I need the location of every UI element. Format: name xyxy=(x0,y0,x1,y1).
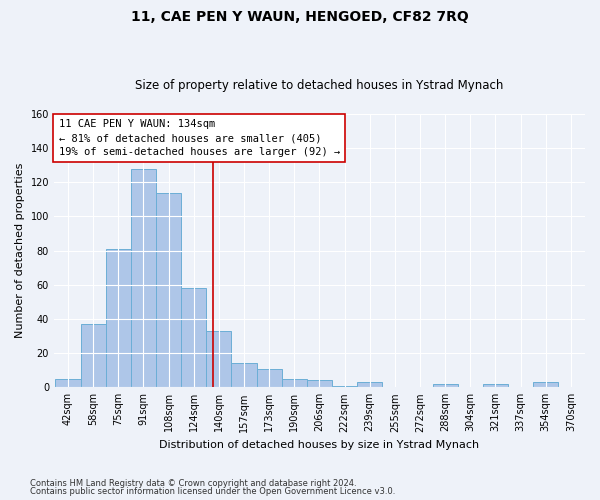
Text: Contains public sector information licensed under the Open Government Licence v3: Contains public sector information licen… xyxy=(30,487,395,496)
Bar xyxy=(181,288,206,388)
Bar xyxy=(80,324,106,388)
Text: 11 CAE PEN Y WAUN: 134sqm
← 81% of detached houses are smaller (405)
19% of semi: 11 CAE PEN Y WAUN: 134sqm ← 81% of detac… xyxy=(59,119,340,157)
Bar xyxy=(533,382,558,388)
Bar xyxy=(131,168,156,388)
Bar xyxy=(206,331,232,388)
Y-axis label: Number of detached properties: Number of detached properties xyxy=(15,163,25,338)
Bar xyxy=(106,249,131,388)
Bar xyxy=(332,386,357,388)
Bar xyxy=(232,364,257,388)
Bar xyxy=(307,380,332,388)
Text: 11, CAE PEN Y WAUN, HENGOED, CF82 7RQ: 11, CAE PEN Y WAUN, HENGOED, CF82 7RQ xyxy=(131,10,469,24)
Bar xyxy=(257,368,282,388)
X-axis label: Distribution of detached houses by size in Ystrad Mynach: Distribution of detached houses by size … xyxy=(160,440,479,450)
Bar xyxy=(357,382,382,388)
Text: Contains HM Land Registry data © Crown copyright and database right 2024.: Contains HM Land Registry data © Crown c… xyxy=(30,478,356,488)
Bar xyxy=(282,379,307,388)
Bar xyxy=(55,379,80,388)
Bar xyxy=(156,192,181,388)
Bar xyxy=(433,384,458,388)
Bar xyxy=(483,384,508,388)
Title: Size of property relative to detached houses in Ystrad Mynach: Size of property relative to detached ho… xyxy=(135,79,503,92)
